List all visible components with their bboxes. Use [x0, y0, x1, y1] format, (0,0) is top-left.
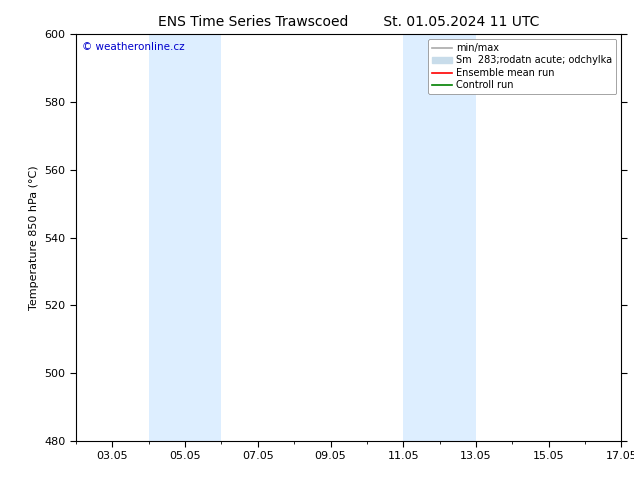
Y-axis label: Temperature 850 hPa (°C): Temperature 850 hPa (°C) — [29, 165, 39, 310]
Bar — [403, 34, 476, 441]
Legend: min/max, Sm  283;rodatn acute; odchylka, Ensemble mean run, Controll run: min/max, Sm 283;rodatn acute; odchylka, … — [428, 39, 616, 94]
Text: © weatheronline.cz: © weatheronline.cz — [82, 43, 184, 52]
Bar — [149, 34, 221, 441]
Title: ENS Time Series Trawscoed        St. 01.05.2024 11 UTC: ENS Time Series Trawscoed St. 01.05.2024… — [158, 15, 540, 29]
